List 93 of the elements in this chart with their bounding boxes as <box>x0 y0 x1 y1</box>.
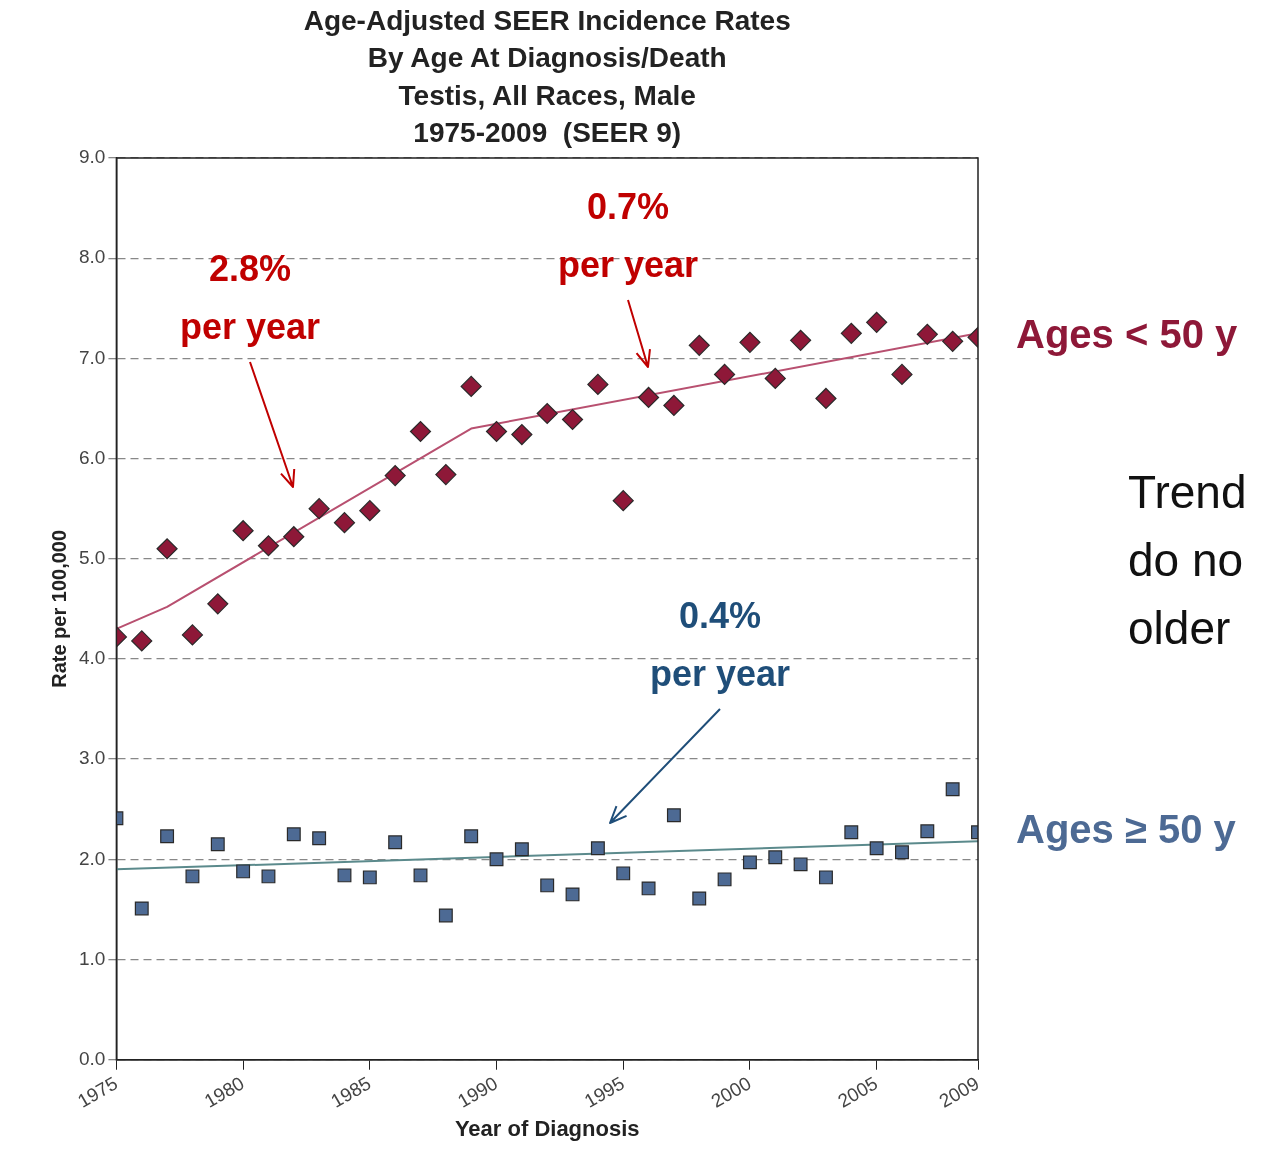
x-tick-label: 1980 <box>200 1072 248 1112</box>
point <box>362 870 377 885</box>
point <box>359 500 381 522</box>
point <box>916 323 938 345</box>
point <box>489 852 504 867</box>
point <box>666 808 681 823</box>
point <box>891 363 913 386</box>
point <box>641 881 656 896</box>
point <box>818 870 833 885</box>
point <box>565 887 580 902</box>
x-axis-title: Year of Diagnosis <box>454 1115 640 1141</box>
point <box>869 841 884 856</box>
point <box>485 420 508 443</box>
x-tick-label: 2005 <box>834 1072 882 1112</box>
point <box>337 868 352 883</box>
y-axis-title: Rate per 100,000 <box>47 529 70 688</box>
x-tick-label: 1985 <box>327 1072 375 1112</box>
point <box>739 331 761 353</box>
point <box>435 464 457 486</box>
y-tick-label: 0.0 <box>78 1047 106 1069</box>
x-tick-label: 1995 <box>580 1072 628 1112</box>
series-label: Ages < 50 y <box>1016 312 1238 357</box>
point <box>232 520 254 542</box>
point <box>257 535 280 557</box>
y-tick-label: 9.0 <box>78 146 106 168</box>
point <box>536 402 558 425</box>
point <box>692 891 707 906</box>
point <box>134 901 149 916</box>
point <box>236 864 251 879</box>
point <box>587 373 609 396</box>
point <box>181 624 204 646</box>
point <box>160 829 175 844</box>
point <box>866 311 888 333</box>
y-tick-label: 6.0 <box>78 446 106 468</box>
point <box>742 855 757 870</box>
y-tick-label: 7.0 <box>78 346 106 368</box>
point <box>210 837 225 852</box>
point <box>388 835 403 850</box>
point <box>156 538 178 560</box>
point <box>283 526 305 548</box>
point <box>895 845 909 860</box>
point <box>793 857 808 872</box>
point <box>790 329 812 351</box>
x-tick-label: 1975 <box>73 1072 122 1112</box>
point <box>185 869 200 884</box>
point <box>384 465 406 487</box>
point <box>840 322 862 344</box>
point <box>945 782 960 797</box>
point <box>713 363 736 386</box>
point <box>460 375 482 398</box>
x-tick-label: 2009 <box>935 1072 983 1112</box>
point <box>413 868 428 883</box>
point <box>511 423 533 446</box>
point <box>844 825 859 840</box>
point <box>590 841 605 856</box>
point <box>312 831 327 846</box>
point <box>815 387 837 410</box>
annotation: 0.7% per year <box>557 185 699 285</box>
point <box>514 842 529 857</box>
point <box>717 872 732 887</box>
x-tick-label: 2000 <box>707 1072 755 1112</box>
y-tick-label: 4.0 <box>78 647 106 669</box>
y-tick-label: 3.0 <box>78 747 106 769</box>
series-label: Ages ≥ 50 y <box>1016 807 1237 852</box>
point <box>663 394 685 417</box>
point <box>308 498 330 520</box>
point <box>768 850 783 865</box>
x-tick-label: 1990 <box>454 1072 502 1112</box>
y-tick-label: 1.0 <box>78 947 106 969</box>
annotation: 0.4% per year <box>649 594 791 694</box>
point <box>464 829 479 844</box>
point <box>540 878 555 893</box>
point <box>131 630 153 652</box>
y-tick-label: 8.0 <box>78 246 106 268</box>
point <box>261 869 276 884</box>
point <box>612 490 634 512</box>
point <box>286 827 301 842</box>
text: Trend do no older <box>1128 465 1247 654</box>
point <box>333 512 356 534</box>
point <box>616 866 631 881</box>
point <box>409 420 432 443</box>
point <box>637 386 660 409</box>
point <box>438 908 453 923</box>
point <box>942 330 964 352</box>
y-tick-label: 5.0 <box>78 547 106 568</box>
annotation: 2.8% per year <box>179 247 321 347</box>
point <box>920 824 935 839</box>
chart-title: Age-Adjusted SEER Incidence Rates By Age At Diagnosis/Death Testis, All Races, Male 1975-2009 (SEER 9) <box>303 4 791 149</box>
y-tick-label: 2.0 <box>78 847 106 869</box>
point <box>207 593 229 615</box>
point <box>561 408 584 431</box>
point <box>764 367 786 390</box>
point <box>688 334 710 356</box>
